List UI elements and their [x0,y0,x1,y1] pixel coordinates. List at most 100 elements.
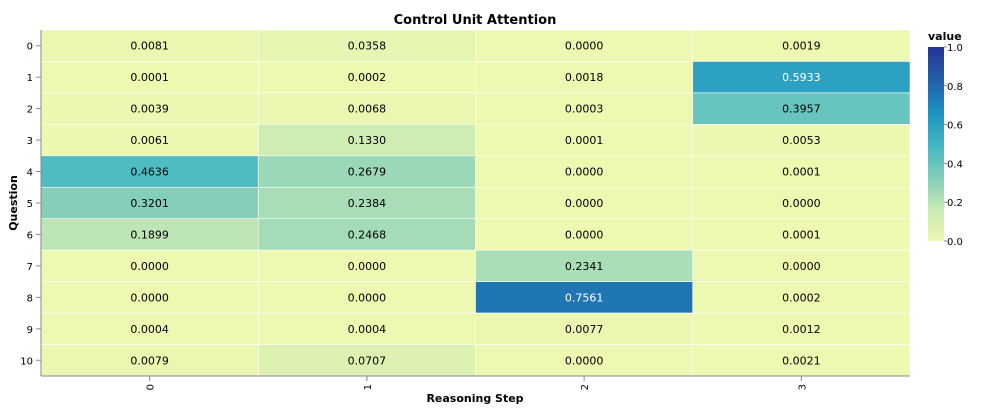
y-tick-label: 4 [27,168,33,179]
cell-value-label: 0.0000 [565,166,604,179]
legend-ticks: 1.0 0.8 0.6 0.4 0.2 0.0 [944,43,963,248]
cell-value-label: 0.7561 [565,291,604,304]
legend-tick-label: 0.4 [947,159,963,170]
x-axis-ticks: 0 1 2 3 [146,376,808,390]
cell-value-label: 0.0358 [348,40,387,53]
cell-value-label: 0.0000 [565,228,604,241]
cell-value-label: 0.0004 [348,323,387,336]
x-tick-label: 2 [580,384,591,390]
heatmap-cell [40,218,259,251]
cell-value-label: 0.0003 [565,103,604,116]
heatmap-cell [692,186,911,220]
cell-value-label: 0.0001 [782,228,821,241]
heatmap-cell [475,124,694,157]
heatmap-cell [40,312,259,345]
heatmap-cell [257,312,476,345]
cell-value-label: 0.0000 [348,291,387,304]
legend-tick-label: 0.8 [947,82,963,93]
cell-value-label: 0.0707 [348,354,387,367]
heatmap-cell [40,61,259,94]
legend-tick-label: 0.6 [947,121,963,132]
heatmap-cell [692,61,911,94]
heatmap-cell [40,29,259,62]
cell-value-label: 0.0000 [130,260,169,273]
cell-value-label: 0.0000 [565,197,604,210]
cell-value-label: 0.0001 [130,71,169,84]
heatmap-cell [692,281,911,314]
cell-value-label: 0.2679 [348,166,387,179]
cell-value-label: 0.0068 [348,103,387,116]
cell-value-label: 0.1330 [348,134,387,147]
cell-value-label: 0.0000 [565,40,604,53]
cell-value-label: 0.5933 [782,71,821,84]
y-tick-label: 2 [27,105,33,116]
y-tick-label: 0 [27,42,33,53]
cell-value-label: 0.0001 [782,166,821,179]
cell-value-label: 0.0081 [130,40,169,53]
chart-title: Control Unit Attention [394,13,557,28]
cell-value-label: 0.2384 [348,197,387,210]
y-tick-label: 6 [27,230,33,241]
y-tick-label: 3 [27,136,33,147]
heatmap-cell [40,124,259,157]
heatmap-cell [475,344,694,377]
heatmap-cell [692,124,911,157]
legend-tick-label: 0.0 [947,237,963,248]
cell-value-label: 0.0053 [782,134,821,147]
heatmap-cell [475,281,694,314]
color-legend: value 1.0 0.8 0.6 0.4 0.2 0.0 [928,30,963,248]
heatmap-cell [692,312,911,345]
heatmap-cell [257,61,476,94]
heatmap-cell [475,312,694,345]
heatmap-cell [257,344,476,377]
y-tick-label: 9 [27,325,33,336]
cell-value-label: 0.4636 [130,166,169,179]
heatmap-cell [257,186,476,220]
cell-value-label: 0.0002 [348,71,387,84]
cell-value-label: 0.2341 [565,260,604,273]
cell-value-label: 0.2468 [348,228,387,241]
x-tick-label: 0 [146,384,157,390]
heatmap-cell [475,218,694,251]
cell-value-label: 0.0000 [782,197,821,210]
heatmap-cell [475,29,694,62]
cell-value-label: 0.3957 [782,103,821,116]
x-tick-label: 3 [797,384,808,390]
heatmap-cell [257,124,476,157]
cell-value-label: 0.0000 [348,260,387,273]
y-tick-label: 7 [27,262,33,273]
legend-tick-label: 0.2 [947,198,963,209]
cell-value-label: 0.0000 [782,260,821,273]
y-axis-ticks: 0 1 2 3 4 5 6 7 8 9 10 [20,42,41,367]
heatmap-cell [257,92,476,125]
y-tick-label: 5 [27,199,33,210]
cell-value-label: 0.0061 [130,134,169,147]
heatmap-cell [475,155,694,188]
heatmap-cell [475,186,694,220]
y-axis: 0 1 2 3 4 5 6 7 8 9 10 Question [7,30,42,376]
legend-tick-label: 1.0 [947,43,963,54]
cell-value-labels: 0.0081 0.0358 0.0000 0.0019 0.0001 0.0002 0.00… [130,40,820,368]
cell-value-label: 0.0018 [565,71,604,84]
cell-value-label: 0.0000 [130,291,169,304]
heatmap-cell [40,186,259,220]
heatmap-cell [475,249,694,282]
cell-value-label: 0.1899 [130,228,169,241]
heatmap-cell [692,92,911,125]
cell-value-label: 0.0077 [565,323,604,336]
cell-value-label: 0.0002 [782,291,821,304]
y-tick-label: 10 [20,356,33,367]
y-tick-label: 1 [27,73,33,84]
cell-value-label: 0.3201 [130,197,169,210]
cell-value-label: 0.0001 [565,134,604,147]
cell-value-label: 0.0004 [130,323,169,336]
heatmap-cell [692,218,911,251]
heatmap-cell [257,29,476,62]
heatmap-cells [40,29,911,377]
y-axis-title: Question [7,175,20,231]
heatmap-cell [692,155,911,188]
legend-title: value [928,30,962,43]
cell-value-label: 0.0039 [130,103,169,116]
cell-value-label: 0.0000 [565,354,604,367]
